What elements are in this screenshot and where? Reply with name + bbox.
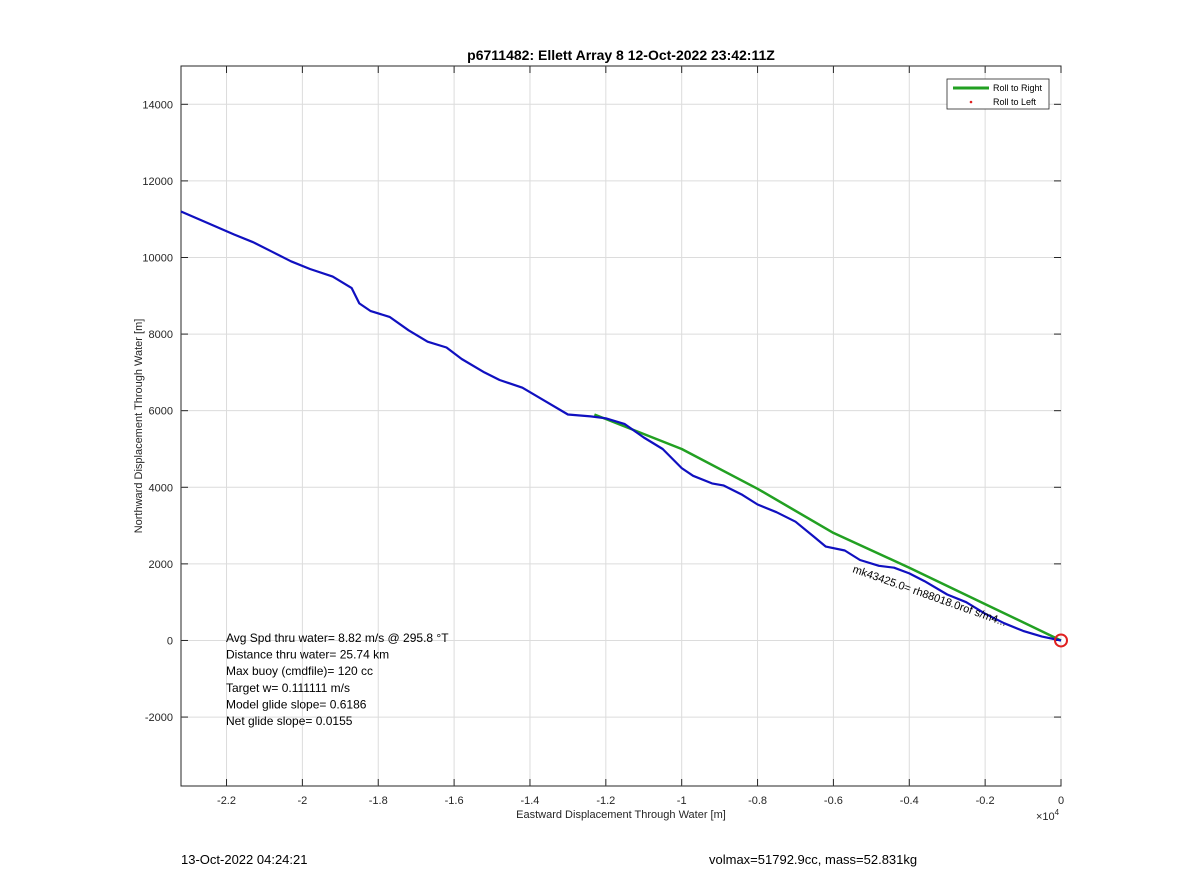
- x-tick-label: -1.8: [369, 795, 388, 807]
- legend-label-roll-left: Roll to Left: [993, 97, 1037, 107]
- x-tick-label: -2.2: [217, 795, 236, 807]
- x-tick-label: -2: [297, 795, 307, 807]
- annotation-line: Model glide slope= 0.6186: [226, 697, 367, 711]
- y-tick-label: 10000: [142, 252, 173, 264]
- x-axis-label: Eastward Displacement Through Water [m]: [516, 809, 726, 821]
- x-tick-label: -0.2: [976, 795, 995, 807]
- y-tick-label: 12000: [142, 176, 173, 188]
- x-exponent-label: ×104: [1036, 808, 1060, 823]
- x-tick-label: -1.2: [596, 795, 615, 807]
- grid-lines: [181, 66, 1062, 786]
- legend: Roll to Right Roll to Left: [946, 78, 1050, 110]
- chart-title: p6711482: Ellett Array 8 12-Oct-2022 23:…: [467, 47, 775, 63]
- y-tick-label: 0: [167, 635, 173, 647]
- annotation-line: Distance thru water= 25.74 km: [226, 648, 389, 662]
- annotation-line: Target w= 0.111111 m/s: [226, 681, 350, 695]
- x-tick-label: -0.8: [748, 795, 767, 807]
- x-tick-label: -0.6: [824, 795, 843, 807]
- footer-mass-info: volmax=51792.9cc, mass=52.831kg: [709, 852, 918, 867]
- y-tick-label: 4000: [149, 482, 173, 494]
- y-tick-label: 14000: [142, 99, 173, 111]
- x-tick-label: -0.4: [900, 795, 919, 807]
- x-tick-label: -1: [677, 795, 687, 807]
- annotation-line: Max buoy (cmdfile)= 120 cc: [226, 664, 373, 678]
- legend-label-roll-right: Roll to Right: [993, 83, 1043, 93]
- legend-marker-roll-left: [969, 100, 973, 104]
- axis-ticks: -2.2 -2 -1.8 -1.6 -1.4 -1.2 -1 -0.8 -0.6 -0.4 -0.2…: [142, 66, 1064, 807]
- y-tick-label: -2000: [145, 712, 173, 724]
- series-group: [180, 210, 1068, 648]
- annotation-line: Net glide slope= 0.0155: [226, 714, 353, 728]
- y-tick-label: 2000: [149, 559, 173, 571]
- start-marker: [1054, 633, 1068, 648]
- annotation-line: Avg Spd thru water= 8.82 m/s @ 295.8 °T: [226, 631, 449, 645]
- x-tick-label: -1.4: [520, 795, 539, 807]
- y-axis-label: Northward Displacement Through Water [m]: [133, 319, 145, 534]
- footer-timestamp: 13-Oct-2022 04:24:21: [181, 852, 308, 867]
- series-track: [180, 210, 1062, 642]
- x-tick-label: -1.6: [445, 795, 464, 807]
- y-tick-label: 8000: [149, 329, 173, 341]
- legend-box: [946, 78, 1050, 110]
- y-tick-label: 6000: [149, 406, 173, 418]
- series-roll-to-right: [593, 413, 1062, 642]
- x-tick-label: 0: [1058, 795, 1064, 807]
